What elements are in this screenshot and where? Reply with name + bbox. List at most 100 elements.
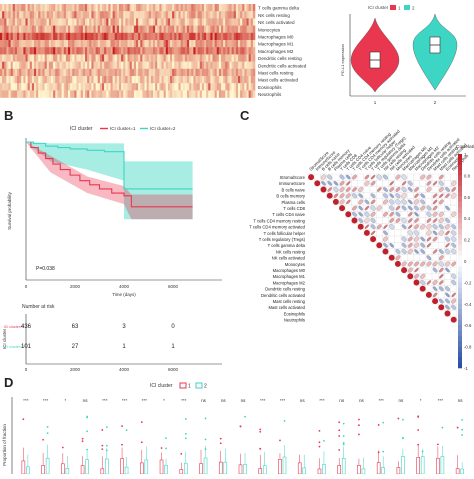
heatmap-cell	[193, 18, 196, 26]
corr-scale-swatch	[458, 255, 462, 262]
corr-cell	[444, 273, 451, 280]
box-rect	[420, 456, 425, 475]
heatmap-cell	[223, 90, 226, 98]
heatmap-cell	[214, 83, 218, 91]
heatmap-cell	[138, 18, 141, 26]
corr-ellipse	[445, 292, 450, 298]
heatmap-cell	[102, 11, 105, 19]
box-rect	[436, 457, 440, 475]
heatmap-cell	[150, 11, 154, 19]
heatmap-cell	[225, 54, 228, 62]
heatmap-cell	[102, 54, 105, 62]
corr-row-label: T cells CD8	[283, 206, 305, 211]
corr-diagonal-mark	[370, 236, 377, 243]
heatmap-cell	[201, 40, 205, 48]
heatmap-cell	[27, 11, 31, 19]
heatmap-cell	[82, 68, 86, 77]
heatmap-cell	[70, 40, 73, 48]
heatmap-cell	[208, 68, 211, 77]
heatmap-cell	[250, 47, 254, 55]
heatmap-cell	[91, 4, 94, 12]
heatmap-cell	[195, 18, 198, 26]
heatmap-cell	[189, 40, 192, 48]
heatmap-cell	[235, 47, 239, 55]
heatmap-cell	[231, 61, 235, 69]
heatmap-cell	[61, 90, 65, 98]
heatmap-cell	[193, 54, 196, 62]
heatmap-cell	[250, 18, 254, 26]
heatmap-cell	[240, 4, 243, 12]
heatmap-cell	[51, 61, 54, 69]
heatmap-cell	[127, 76, 130, 84]
heatmap-cell	[46, 32, 50, 41]
heatmap-cell	[159, 40, 162, 48]
box-significance: ***	[43, 398, 49, 403]
heatmap-cell	[216, 68, 220, 77]
heatmap-cell	[167, 54, 171, 62]
heatmap-cell	[46, 90, 50, 98]
heatmap-cell	[246, 76, 249, 84]
heatmap-cell	[167, 90, 171, 98]
heatmap-cell	[140, 47, 143, 55]
heatmap-cell	[72, 61, 75, 69]
heatmap-cell	[159, 4, 162, 12]
heatmap-cell	[8, 54, 11, 62]
heatmap-cell	[29, 4, 33, 12]
heatmap-cell	[163, 76, 167, 84]
corr-ellipse	[364, 199, 370, 205]
heatmap-cell	[80, 40, 84, 48]
corr-ellipse	[395, 187, 401, 192]
heatmap-cell	[104, 76, 107, 84]
heatmap-cell	[138, 47, 141, 55]
heatmap-cell	[142, 76, 145, 84]
corr-scale-swatch	[458, 287, 462, 294]
heatmap-cell	[123, 83, 126, 91]
corr-diagonal-mark	[376, 242, 383, 249]
corr-ellipse	[395, 211, 401, 217]
box-outlier	[461, 428, 464, 431]
heatmap-cell	[170, 11, 173, 19]
heatmap-cell	[248, 76, 252, 84]
heatmap-cell	[91, 18, 94, 26]
heatmap-cell	[161, 47, 164, 55]
corr-cell	[363, 186, 371, 193]
heatmap-cell	[129, 61, 133, 69]
corr-ellipse	[414, 261, 419, 267]
corr-cell	[413, 254, 420, 261]
heatmap-cell	[148, 68, 152, 77]
heatmap-cell	[80, 25, 84, 33]
heatmap-cell	[178, 90, 181, 98]
heatmap-cell	[233, 40, 237, 48]
heatmap-cell	[44, 76, 48, 84]
heatmap-cell	[244, 76, 247, 84]
heatmap-cell	[78, 4, 82, 12]
heatmap-cell	[174, 83, 177, 91]
corr-scale-swatch	[458, 298, 462, 305]
heatmap-cell	[99, 76, 103, 84]
heatmap-cell	[108, 32, 111, 41]
box-outlier	[81, 440, 84, 443]
heatmap-cell	[197, 40, 201, 48]
heatmap-cell	[218, 76, 222, 84]
heatmap-cell	[8, 61, 11, 69]
heatmap-cell	[21, 32, 24, 41]
heatmap-cell	[68, 40, 71, 48]
heatmap-cell	[95, 83, 99, 91]
heatmap-cell	[235, 32, 239, 41]
heatmap-cell	[4, 40, 7, 48]
corr-ellipse	[432, 249, 438, 254]
heatmap-cell	[187, 90, 190, 98]
heatmap-cell	[242, 32, 245, 41]
heatmap-cell	[91, 40, 94, 48]
corr-ellipse	[451, 280, 457, 285]
corr-scale-tick: 0.6	[464, 195, 471, 200]
heatmap-cell	[85, 40, 88, 48]
heatmap-cell	[214, 40, 218, 48]
heatmap-cell	[114, 40, 118, 48]
heatmap-cell	[93, 32, 96, 41]
risk-table-count: 3	[122, 324, 126, 330]
heatmap-cell	[38, 47, 41, 55]
heatmap-cell	[31, 40, 35, 48]
heatmap-cell	[178, 76, 181, 84]
